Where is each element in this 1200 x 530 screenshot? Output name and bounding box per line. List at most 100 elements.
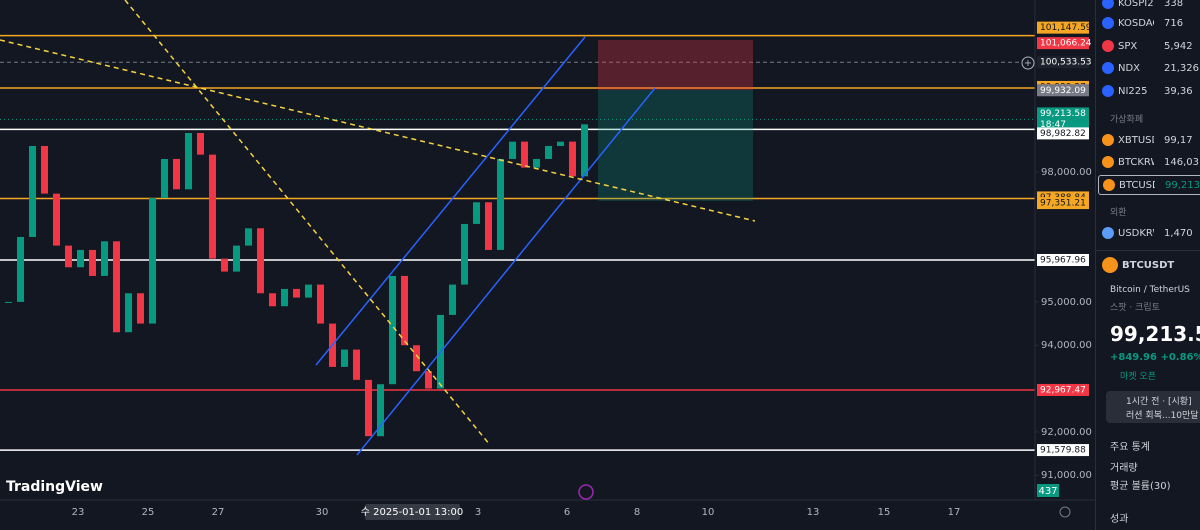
candle [185,132,192,190]
watch-row[interactable]: KOSPI200 338 [1102,0,1200,12]
candle [245,228,252,246]
candle [509,141,516,159]
symbol: XBTUSD [1118,134,1154,146]
price-label-bg [1037,56,1089,69]
divider [1096,250,1200,251]
position-risk[interactable] [598,40,753,90]
watch-row[interactable]: XBTUSD 99,17 [1102,131,1200,149]
watch-row[interactable]: KOSDAQ 716 [1102,14,1200,32]
price-label-bg [1037,21,1089,34]
symbol: KOSPI200 [1118,0,1154,9]
candle [257,228,264,294]
symbol: USDKRW [1118,227,1154,239]
market: 스팟 · 크립토 [1110,303,1160,313]
candle [149,197,156,324]
candle [209,154,216,259]
price-label-bg [1037,253,1089,266]
news-text: 러션 회복...10만달 [1126,411,1199,421]
candle [377,384,384,437]
performance: 성과 [1110,514,1129,525]
watch-row[interactable]: NDX 21,326 [1102,59,1200,77]
price: 21,326 [1164,62,1199,74]
candle [125,293,132,333]
candle [485,202,492,250]
candle [137,293,144,324]
price-label-bg [1037,383,1089,396]
trend-line[interactable] [0,39,756,222]
candle [473,202,480,224]
candle [557,141,564,146]
add-icon: + [1024,58,1032,69]
candle [353,349,360,380]
change-abs: +849.96 [1110,352,1157,363]
watch-row[interactable]: USDKRW 1,470 [1102,224,1200,242]
candle [497,158,504,250]
watch-row-selected[interactable]: BTCUSDT 99,213 [1098,175,1200,195]
events-icon[interactable] [578,484,594,500]
symbol: BTCKRW [1118,156,1154,168]
price-label: 91,579.88 [1040,446,1086,456]
candle [5,301,12,303]
candle [545,145,552,159]
x-tick-label: 27 [212,507,225,518]
candle [65,245,72,268]
candle [269,293,276,307]
y-tick-label: 92,000.00 [1041,427,1092,438]
section-header[interactable]: 외환 [1110,208,1127,218]
candle [521,141,528,168]
volume-label: 437 [1038,486,1057,497]
candle [569,141,576,177]
candle [41,145,48,194]
candle [17,236,24,302]
watch-row[interactable]: BTCKRW 146,03 [1102,153,1200,171]
y-tick-label: 98,000.00 [1041,167,1092,178]
channel-lower[interactable] [356,87,656,456]
symbol-header[interactable]: BTCUSDT [1102,256,1200,274]
settings-icon[interactable] [1059,506,1071,518]
x-tick-label: 6 [564,507,570,518]
candle [293,288,300,298]
x-tick-label: 13 [807,507,820,518]
watch-row[interactable]: NI225 39,36 [1102,82,1200,100]
x-tick-label: 15 [878,507,891,518]
price-label: 98,982.82 [1040,129,1086,139]
x-tick-label: 30 [316,507,329,518]
candle [449,284,456,315]
candle [101,241,108,276]
candle [173,158,180,190]
channel-upper[interactable] [315,36,586,366]
price-label: 100,533.53 [1040,58,1092,68]
candle [461,223,468,285]
stat-volume: 거래량 [1110,463,1138,474]
position-reward[interactable] [598,90,753,201]
price-label: 101,147.59 [1040,23,1092,33]
y-tick-label: 94,000.00 [1041,340,1092,351]
candle [77,249,84,268]
watch-row[interactable]: SPX 5,942 [1102,37,1200,55]
y-tick-label: 95,000.00 [1041,297,1092,308]
x-tick-label: 8 [634,507,640,518]
section-header[interactable]: 가상화폐 [1110,115,1144,125]
news-card[interactable]: 1시간 전 · [시황] 러션 회복...10만달 [1106,391,1200,423]
price-label-bg [1037,84,1089,97]
price-label: 99,932.09 [1040,86,1086,96]
trend-line[interactable] [124,0,491,446]
symbol: NI225 [1118,85,1148,97]
candle [89,249,96,276]
candle [365,379,372,437]
add-button[interactable] [1021,56,1035,70]
candle [161,158,168,198]
price-label-bg [1037,444,1089,457]
candle [581,124,588,177]
description: Bitcoin / TetherUS [1110,285,1190,295]
news-time: 1시간 전 · [시황] [1126,397,1192,407]
price-label-bg [1037,127,1089,140]
symbol: BTCUSDT [1122,259,1175,271]
price: 39,36 [1164,85,1193,97]
candle [425,371,432,389]
candle [53,193,60,246]
price: 99,213 [1165,179,1200,191]
candle [317,284,324,324]
candle [389,275,396,385]
